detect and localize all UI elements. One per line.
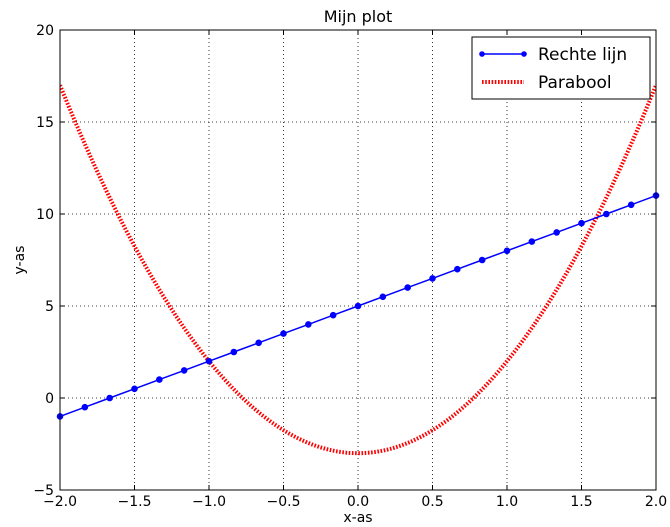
x-tick-label: −1.0 [192,494,226,510]
y-axis-label: y-as [12,246,28,275]
x-tick-label: 1.0 [496,494,518,510]
data-point-rechte-lijn [627,201,635,209]
data-point-rechte-lijn [503,247,511,255]
x-tick-label: 1.5 [570,494,592,510]
x-tick-label: 0.5 [421,494,443,510]
legend-marker-rechte-lijn [521,51,527,57]
y-tick-label: −5 [33,483,54,499]
data-point-rechte-lijn [528,238,536,245]
legend-marker-rechte-lijn [479,51,485,57]
data-point-rechte-lijn [454,265,461,273]
data-point-rechte-lijn [205,357,213,365]
data-point-rechte-lijn [81,403,89,411]
series-line-parabool [60,84,656,456]
data-point-rechte-lijn [379,293,387,301]
data-point-rechte-lijn [156,376,163,383]
data-point-rechte-lijn [429,275,436,282]
data-point-rechte-lijn [404,284,411,291]
y-tick-label: 20 [36,23,54,39]
x-tick-label: −2.0 [43,494,77,510]
y-tick-label: 5 [45,299,54,315]
x-tick-label: 2.0 [645,494,667,510]
data-point-rechte-lijn [255,339,262,347]
y-tick-label: 0 [45,391,54,407]
ticks: −2.0 −1.5 −1.0 −0.5 0.0 0.5 1.0 1.5 2.0 −5 0 5 10 15 2… [33,23,667,510]
legend: Rechte lijn Parabool [471,36,651,100]
data-point-rechte-lijn [553,229,560,236]
y-tick-label: 10 [36,207,54,223]
x-tick-label: −0.5 [267,494,301,510]
data-point-rechte-lijn [354,302,362,310]
data-point-rechte-lijn [603,210,610,218]
data-point-rechte-lijn [478,256,486,264]
chart-title: Mijn plot [324,7,393,26]
x-tick-label: 0.0 [347,494,369,510]
data-point-rechte-lijn [180,367,188,374]
plot-area [56,84,660,456]
data-point-rechte-lijn [305,321,312,328]
legend-label-rechte-lijn: Rechte lijn [538,45,627,65]
data-point-rechte-lijn [131,385,138,393]
data-point-rechte-lijn [280,330,287,337]
x-axis-label: x-as [343,510,372,526]
y-tick-label: 15 [36,115,54,131]
legend-box [471,36,651,100]
x-tick-label: −1.5 [118,494,152,510]
legend-label-parabool: Parabool [538,73,612,93]
data-point-rechte-lijn [329,311,337,319]
data-point-rechte-lijn [230,348,238,356]
data-point-rechte-lijn [578,219,585,227]
data-point-rechte-lijn [106,394,113,402]
